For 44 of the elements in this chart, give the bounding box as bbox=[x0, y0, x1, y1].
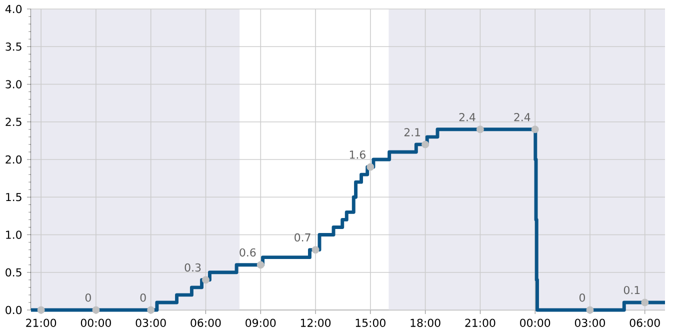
point bbox=[366, 163, 374, 171]
y-tick-label: 2.0 bbox=[6, 155, 22, 164]
annotation: 0 bbox=[140, 293, 146, 302]
x-tick-label: 03:00 bbox=[574, 318, 606, 327]
x-tick-label: 21:00 bbox=[26, 318, 56, 327]
annotation: 2.4 bbox=[459, 113, 476, 122]
x-tick-label: 21:00 bbox=[465, 318, 496, 327]
y-tick-label: 3.0 bbox=[6, 80, 22, 88]
point bbox=[92, 306, 100, 314]
annotation: 0 bbox=[579, 293, 585, 302]
y-tick-label: 1.5 bbox=[6, 193, 22, 202]
point bbox=[531, 126, 539, 134]
y-tick-label: 1.0 bbox=[6, 230, 22, 239]
annotation: 0.6 bbox=[240, 248, 256, 257]
annotation: 0 bbox=[85, 293, 91, 302]
x-tick-label: 15:00 bbox=[356, 318, 386, 327]
point bbox=[641, 298, 649, 306]
annotation: 0.7 bbox=[294, 233, 310, 242]
y-tick-label: 2.5 bbox=[6, 118, 22, 126]
annotation: 1.6 bbox=[350, 150, 366, 159]
point bbox=[312, 246, 320, 254]
annotation: 2.4 bbox=[514, 113, 530, 122]
point bbox=[37, 306, 45, 314]
x-tick-label: 00:00 bbox=[80, 318, 111, 327]
x-tick-label: 06:00 bbox=[190, 318, 221, 327]
x-tick-label: 18:00 bbox=[410, 318, 440, 327]
x-tick-label: 12:00 bbox=[300, 318, 331, 327]
annotation: 0.3 bbox=[184, 263, 201, 272]
point bbox=[147, 306, 155, 314]
x-tick-label: 03:00 bbox=[136, 318, 166, 327]
x-tick-label: 06:00 bbox=[630, 318, 660, 327]
x-tick-label: 09:00 bbox=[246, 318, 276, 327]
y-tick-label: 4.0 bbox=[5, 4, 22, 14]
y-tick-label: 3.5 bbox=[6, 42, 22, 51]
annotation: 0.1 bbox=[624, 286, 640, 294]
point bbox=[256, 261, 264, 269]
annotation: 2.1 bbox=[404, 128, 420, 136]
y-tick-label: 0.5 bbox=[6, 268, 22, 277]
point bbox=[422, 140, 430, 148]
y-tick-label: 0.0 bbox=[6, 306, 22, 314]
point bbox=[202, 276, 210, 284]
x-tick-label: 00:00 bbox=[520, 318, 550, 327]
point bbox=[586, 306, 594, 314]
point bbox=[476, 126, 484, 134]
